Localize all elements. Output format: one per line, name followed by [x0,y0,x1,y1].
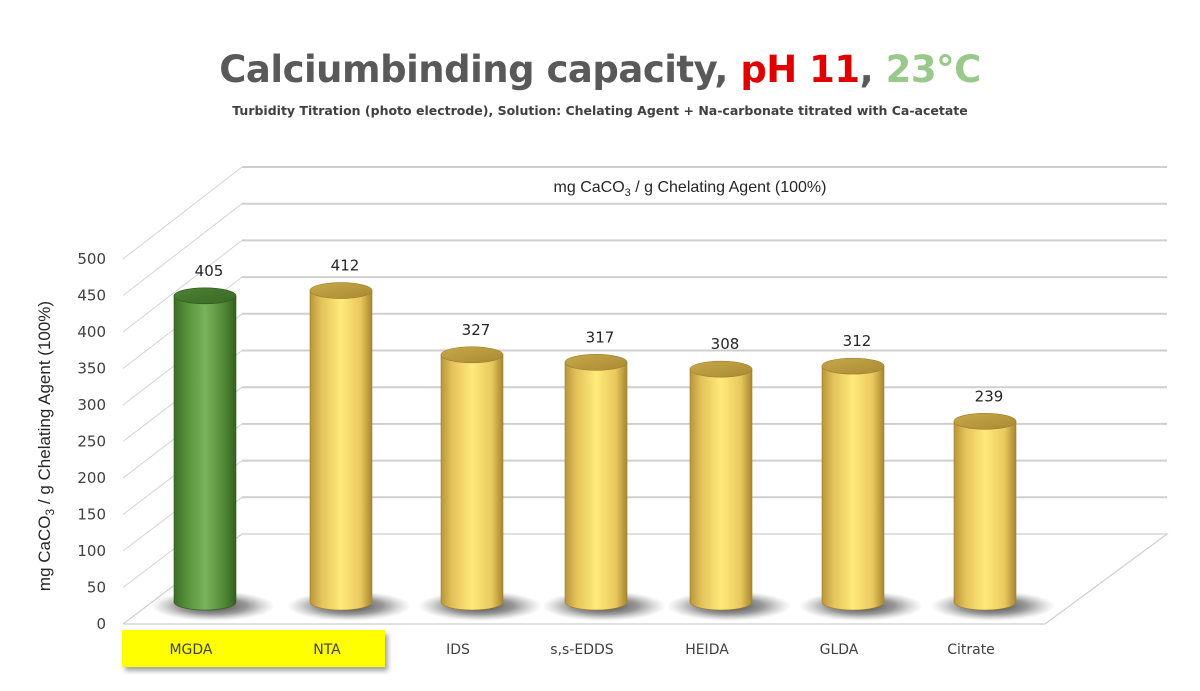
y-tick-label: 200 [77,469,106,487]
y-tick-label: 500 [77,250,106,268]
y-tick-label: 350 [77,360,106,378]
y-tick-label: 150 [77,506,106,524]
y-tick-label: 250 [77,433,106,451]
inner-chart-title: mg CaCO3 / g Chelating Agent (100%) [554,179,827,199]
y-axis-ticks: 0 50 100 150 200 250 300 350 400 450 500 [77,250,106,633]
svg-text:mg CaCO3 / g Chelating Agent (: mg CaCO3 / g Chelating Agent (100%) [35,301,57,591]
y-axis-label: mg CaCO3 / g Chelating Agent (100%) [35,301,57,591]
bar-mgda: 405 [151,262,275,621]
value-label: 327 [462,321,491,339]
category-label: GLDA [820,642,859,658]
title-separator: , [859,48,886,91]
category-label: HEIDA [685,642,729,658]
y-tick-label: 100 [77,542,106,560]
category-label: NTA [313,642,341,658]
bar-heida: 308 [667,335,791,621]
value-label: 308 [711,335,740,353]
y-tick-label: 400 [77,323,106,341]
title-main: Calciumbinding capacity, [219,48,741,91]
value-label: 317 [586,328,615,346]
title-temperature: 23°C [885,48,982,91]
chart-subtitle: Turbidity Titration (photo electrode), S… [232,103,968,118]
category-label: s,s-EDDS [550,642,613,658]
value-label: 412 [331,257,360,275]
bar-ids: 327 [418,321,542,621]
highlight-box [122,630,385,667]
category-label: IDS [446,642,470,658]
svg-text:mg CaCO3 / g Chelating Agent (: mg CaCO3 / g Chelating Agent (100%) [554,179,827,199]
value-label: 239 [975,387,1004,405]
value-label: 312 [843,332,872,350]
y-tick-label: 0 [96,615,106,633]
bar-glda: 312 [799,332,923,621]
bars: 405 412 327 317 308 312 239 [151,257,1055,621]
bar-citrate: 239 [931,387,1055,621]
title-ph: pH 11 [740,48,860,91]
value-label: 405 [195,262,224,280]
x-axis-categories: MGDA NTA IDS s,s-EDDS HEIDA GLDA Citrate [169,642,994,658]
y-tick-label: 450 [77,287,106,305]
category-label: Citrate [947,642,995,658]
bar-s-s-edds: 317 [542,328,666,621]
y-tick-label: 300 [77,396,106,414]
chart-title: Calciumbinding capacity, pH 11, 23°C [0,48,1200,91]
y-tick-label: 50 [87,579,106,597]
category-label: MGDA [169,642,212,658]
bar-nta: 412 [287,257,411,621]
